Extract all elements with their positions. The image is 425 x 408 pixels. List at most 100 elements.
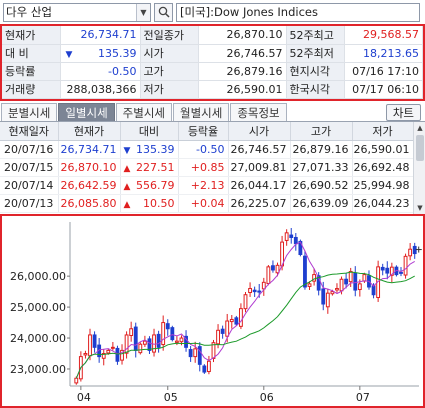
candle-body: [284, 232, 289, 241]
candle-body: [298, 240, 303, 255]
search-icon: [158, 6, 170, 18]
cell-open: 26,225.07: [228, 194, 291, 213]
candle-body: [312, 274, 317, 282]
candle-body: [371, 285, 376, 296]
tab-daily[interactable]: 일별시세: [58, 103, 115, 121]
candle-body: [206, 360, 211, 373]
quote-value: 26,746.57: [198, 44, 287, 63]
scroll-up-icon[interactable]: ▲: [417, 124, 423, 132]
candle-body: [335, 288, 339, 291]
candle-body: [147, 338, 152, 351]
quote-row: 등락률 -0.50 고가 26,879.16 현지시각 07/16 17:10: [2, 62, 423, 81]
candle-body: [174, 340, 179, 343]
vertical-scrollbar[interactable]: ▲ ▼: [413, 122, 425, 214]
candle-body: [74, 377, 79, 384]
candle-body: [115, 347, 120, 362]
candle-body: [412, 245, 417, 255]
candle-body: [184, 335, 188, 348]
scroll-thumb[interactable]: [416, 135, 424, 161]
candle-body: [193, 348, 198, 358]
tab-stock-info[interactable]: 종목정보: [230, 103, 287, 121]
candle-body: [248, 288, 252, 293]
col-header-date[interactable]: 현재일자: [0, 122, 59, 141]
candle-body: [202, 365, 207, 373]
quote-label: 현지시각: [286, 62, 345, 81]
candle-body: [133, 326, 138, 351]
tab-monthly[interactable]: 월별시세: [172, 103, 230, 121]
table-row[interactable]: 20/07/16 26,734.71 ▼ 135.39 -0.50 26,746.57 26…: [0, 140, 414, 159]
cell-date: 20/07/14: [0, 176, 59, 195]
col-header-open[interactable]: 시가: [228, 122, 291, 141]
cell-open: 26,044.17: [228, 176, 291, 195]
candle-body: [188, 349, 193, 358]
candle-body: [220, 328, 225, 334]
cell-rate: -0.50: [178, 140, 229, 159]
y-tick-label: 23,000.00: [10, 363, 66, 376]
table-row[interactable]: 20/07/13 26,085.80 ▲ 10.50 +0.04 26,225.07 26,…: [0, 194, 414, 213]
candle-body: [403, 255, 408, 276]
cell-change: ▲ 556.79: [120, 176, 179, 195]
up-arrow-icon: ▲: [123, 181, 131, 192]
cell-low: 26,590.01: [352, 140, 414, 159]
cell-open: 27,009.81: [228, 158, 291, 177]
cell-rate: +0.85: [178, 158, 229, 177]
col-header-price[interactable]: 현재가: [58, 122, 121, 141]
candle-body: [289, 234, 294, 238]
quote-value: 288,038,366: [60, 80, 141, 99]
quote-value: 26,734.71: [60, 26, 141, 45]
candle-body: [389, 266, 394, 276]
col-header-change[interactable]: 대비: [120, 122, 179, 141]
quote-table: 현재가 26,734.71 전일종가 26,870.10 52주최고 29,568.57 대…: [2, 26, 423, 99]
candle-body: [353, 272, 358, 291]
down-arrow-icon: ▼: [65, 49, 73, 60]
price-chart-panel[interactable]: 26,000.00 25,000.00 24,000.00 23,000.00 04 05…: [0, 214, 425, 408]
chevron-down-icon[interactable]: ▼: [136, 3, 150, 21]
candlestick-chart[interactable]: 26,000.00 25,000.00 24,000.00 23,000.00 04 05…: [2, 216, 423, 406]
cell-date: 20/07/16: [0, 140, 59, 159]
tab-minute[interactable]: 분별시세: [1, 103, 58, 121]
quote-value: -0.50: [60, 62, 141, 81]
symbol-select[interactable]: 다우 산업 ▼: [3, 2, 151, 22]
candle-body: [101, 353, 106, 359]
col-header-low[interactable]: 저가: [352, 122, 414, 141]
candle-body: [307, 283, 312, 287]
quote-label: 저가: [140, 80, 199, 99]
candle-body: [88, 334, 92, 357]
cell-rate: +2.13: [178, 176, 229, 195]
quote-label: 현재가: [2, 26, 61, 45]
cell-change: ▲ 227.51: [120, 158, 179, 177]
candle-body: [275, 264, 280, 274]
change-value: 10.50: [143, 196, 175, 210]
candle-body: [197, 346, 202, 365]
chart-button[interactable]: 차트: [385, 104, 421, 121]
search-button[interactable]: [154, 2, 173, 22]
x-tick-label: 04: [77, 391, 91, 404]
change-value: 135.39: [136, 142, 175, 156]
up-arrow-icon: ▲: [123, 199, 131, 210]
candle-body: [110, 346, 115, 349]
candle-body: [385, 267, 390, 274]
scroll-down-icon[interactable]: ▼: [417, 204, 423, 212]
table-row[interactable]: 20/07/14 26,642.59 ▲ 556.79 +2.13 26,044.17 26…: [0, 176, 414, 195]
col-header-rate[interactable]: 등락율: [178, 122, 229, 141]
col-header-high[interactable]: 고가: [290, 122, 353, 141]
table-row[interactable]: 20/07/15 26,870.10 ▲ 227.51 +0.85 27,009.81 27…: [0, 158, 414, 177]
candle-body: [339, 278, 344, 292]
y-tick-label: 24,000.00: [10, 332, 66, 345]
x-tick-label: 07: [356, 391, 370, 404]
cell-date: 20/07/15: [0, 158, 59, 177]
y-tick-label: 25,000.00: [10, 301, 66, 314]
candle-body: [92, 334, 97, 348]
candle-body: [399, 271, 403, 274]
tab-weekly[interactable]: 주별시세: [115, 103, 172, 121]
cell-change: ▼ 135.39: [120, 140, 179, 159]
quote-value: 29,568.57: [344, 26, 423, 45]
quote-value: 26,870.10: [198, 26, 287, 45]
candle-body: [234, 317, 239, 325]
quote-row: 대 비 ▼ 135.39 시가 26,746.57 52주최저 18,213.65: [2, 44, 423, 63]
candle-body: [216, 329, 220, 345]
candle-body: [170, 327, 175, 341]
candle-body: [239, 308, 243, 327]
quote-label: 대 비: [2, 44, 61, 63]
candle-body: [316, 275, 321, 291]
